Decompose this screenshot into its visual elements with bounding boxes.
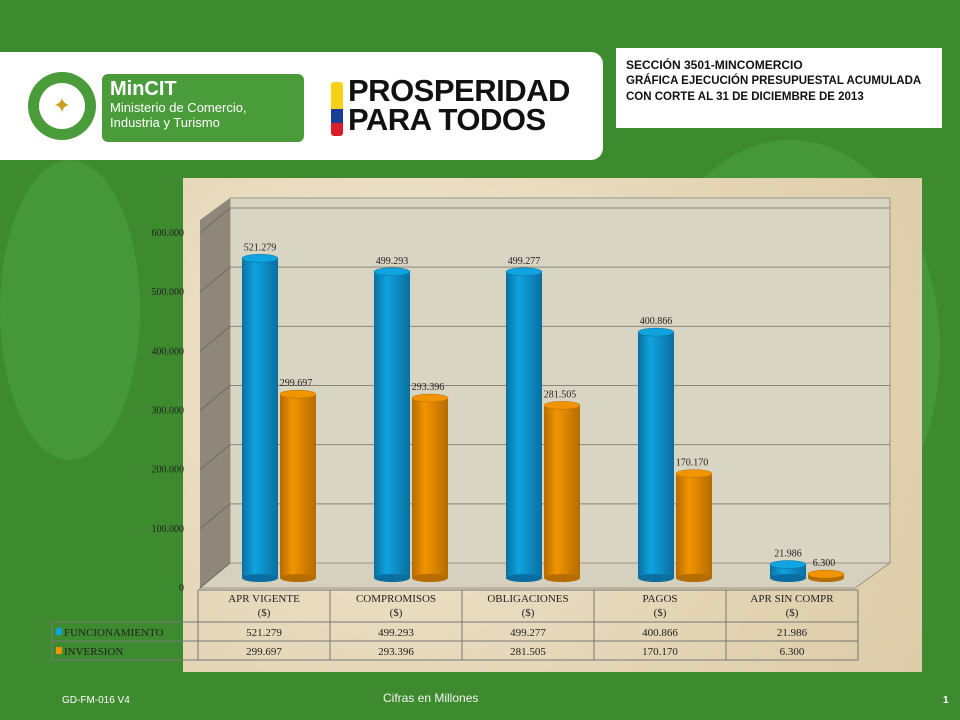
- data-label: 281.505: [544, 389, 577, 400]
- gridline-side: [199, 444, 231, 471]
- slogan-line1: PROSPERIDAD: [348, 73, 570, 108]
- bar-top: [637, 327, 675, 337]
- colombia-seal-logo: ✦: [28, 72, 96, 140]
- bar-top: [543, 401, 581, 410]
- bar-top: [279, 389, 317, 399]
- table-cell: 281.505: [510, 646, 546, 658]
- bar-base: [770, 574, 806, 582]
- title-line1: SECCIÓN 3501-MINCOMERCIO: [626, 58, 803, 72]
- bar-base: [412, 574, 448, 582]
- category-label: ($): [258, 607, 271, 619]
- bar-top: [411, 393, 449, 403]
- mincit-line2: Industria y Turismo: [110, 115, 220, 130]
- slogan-logo: PROSPERIDAD PARA TODOS: [348, 73, 570, 137]
- chart-side-wall: [200, 198, 230, 588]
- data-label: 400.866: [640, 316, 673, 327]
- bar-funcionamiento: [242, 258, 278, 578]
- data-label: 499.277: [508, 256, 541, 267]
- units-note: Cifras en Millones: [383, 691, 479, 705]
- bar-top: [505, 267, 543, 277]
- header-banner: ✦ MinCIT Ministerio de Comercio, Industr…: [0, 52, 603, 160]
- bar-base: [242, 574, 278, 582]
- bar-base: [638, 574, 674, 582]
- gridline-side: [199, 207, 231, 234]
- gridline-side: [199, 266, 231, 293]
- category-label: OBLIGACIONES: [487, 593, 568, 605]
- bar-inversion: [676, 473, 712, 578]
- category-label: ($): [786, 607, 799, 619]
- table-cell: 400.866: [642, 627, 678, 639]
- gridline-side: [199, 503, 231, 530]
- data-label: 299.697: [280, 378, 313, 389]
- bar-inversion: [544, 405, 580, 578]
- title-line3: CON CORTE AL 31 DE DICIEMBRE DE 2013: [626, 91, 864, 103]
- category-label: APR VIGENTE: [228, 593, 300, 605]
- table-cell: 21.986: [777, 627, 808, 639]
- data-label: 499.293: [376, 256, 409, 267]
- data-label: 521.279: [244, 242, 277, 253]
- bar-base: [506, 574, 542, 582]
- document-code: GD-FM-016 V4: [62, 695, 130, 706]
- data-label: 6.300: [813, 558, 836, 569]
- y-tick-label: 400.000: [152, 346, 185, 357]
- bar-base: [544, 574, 580, 582]
- table-cell: 521.279: [246, 627, 282, 639]
- table-cell: 170.170: [642, 646, 678, 658]
- bar-funcionamiento: [506, 271, 542, 578]
- category-label: ($): [522, 607, 535, 619]
- data-label: 170.170: [676, 458, 709, 469]
- bar-inversion: [280, 394, 316, 578]
- category-label: ($): [390, 607, 403, 619]
- flag-icon: [331, 82, 343, 136]
- page-number: 1: [943, 695, 949, 706]
- bar-base: [374, 574, 410, 582]
- table-cell: 499.277: [510, 627, 546, 639]
- category-label: ($): [654, 607, 667, 619]
- y-tick-label: 600.000: [152, 228, 185, 239]
- bar-funcionamiento: [638, 332, 674, 578]
- title-box: SECCIÓN 3501-MINCOMERCIO GRÁFICA EJECUCI…: [616, 48, 942, 128]
- title-line2: GRÁFICA EJECUCIÓN PRESUPUESTAL ACUMULADA: [626, 75, 922, 87]
- mincit-logo: MinCIT Ministerio de Comercio, Industria…: [102, 74, 304, 142]
- data-label: 21.986: [774, 549, 802, 560]
- category-label: APR SIN COMPR: [750, 593, 834, 605]
- bar-base: [676, 574, 712, 582]
- gridline-side: [199, 325, 231, 352]
- legend-key-funcionamiento: [56, 628, 62, 635]
- data-label: 293.396: [412, 382, 445, 393]
- legend-label: FUNCIONAMIENTO: [64, 627, 163, 639]
- category-label: COMPROMISOS: [356, 593, 436, 605]
- gridline-side: [199, 562, 231, 589]
- gridline-side: [199, 385, 231, 411]
- bar-top: [769, 560, 807, 569]
- mincit-title: MinCIT: [110, 78, 177, 100]
- mincit-line1: Ministerio de Comercio,: [110, 100, 247, 115]
- y-tick-label: 0: [179, 583, 184, 594]
- y-tick-label: 300.000: [152, 406, 185, 417]
- bar-inversion: [412, 398, 448, 578]
- y-tick-label: 200.000: [152, 465, 185, 476]
- y-tick-label: 500.000: [152, 287, 185, 298]
- y-tick-label: 100.000: [152, 524, 185, 535]
- table-cell: 6.300: [780, 646, 805, 658]
- table-cell: 299.697: [246, 646, 282, 658]
- bar-funcionamiento: [374, 271, 410, 578]
- table-cell: 499.293: [378, 627, 414, 639]
- bar-top: [807, 569, 845, 579]
- legend-label: INVERSION: [64, 646, 123, 658]
- category-label: PAGOS: [642, 593, 677, 605]
- bar-top: [675, 469, 713, 478]
- background-shape: [0, 160, 140, 460]
- legend-key-inversion: [56, 647, 62, 654]
- bar-top: [241, 254, 279, 263]
- table-cell: 293.396: [378, 646, 414, 658]
- bar-top: [373, 267, 411, 277]
- bar-base: [280, 574, 316, 582]
- slogan-line2: PARA TODOS: [348, 102, 546, 137]
